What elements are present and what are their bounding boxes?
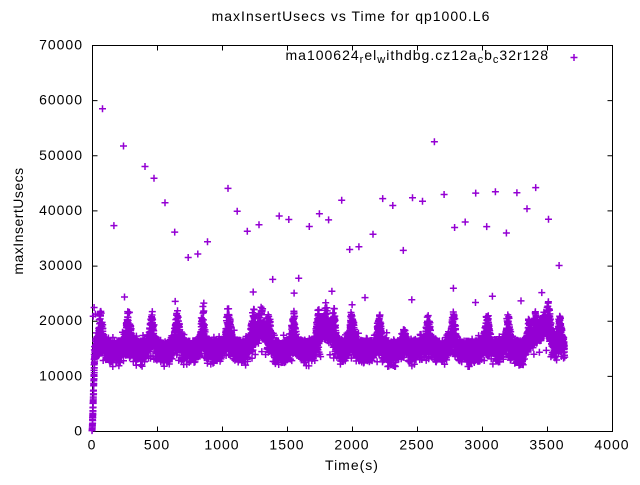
svg-text:50000: 50000 <box>39 147 83 163</box>
svg-text:2000: 2000 <box>334 437 369 453</box>
svg-text:Time(s): Time(s) <box>325 457 379 473</box>
svg-text:30000: 30000 <box>39 257 83 273</box>
svg-text:10000: 10000 <box>39 367 83 383</box>
svg-text:500: 500 <box>144 437 170 453</box>
svg-text:1500: 1500 <box>269 437 304 453</box>
svg-text:0: 0 <box>74 423 83 439</box>
svg-text:2500: 2500 <box>399 437 434 453</box>
svg-text:3500: 3500 <box>529 437 564 453</box>
svg-text:4000: 4000 <box>594 437 629 453</box>
svg-text:maxInsertUsecs vs Time for qp1: maxInsertUsecs vs Time for qp1000.L6 <box>212 8 491 24</box>
svg-text:40000: 40000 <box>39 202 83 218</box>
svg-text:1000: 1000 <box>204 437 239 453</box>
svg-text:70000: 70000 <box>39 37 83 53</box>
svg-text:maxInsertUsecs: maxInsertUsecs <box>10 167 26 274</box>
svg-text:0: 0 <box>88 437 97 453</box>
svg-text:3000: 3000 <box>464 437 499 453</box>
svg-text:20000: 20000 <box>39 312 83 328</box>
svg-text:60000: 60000 <box>39 92 83 108</box>
